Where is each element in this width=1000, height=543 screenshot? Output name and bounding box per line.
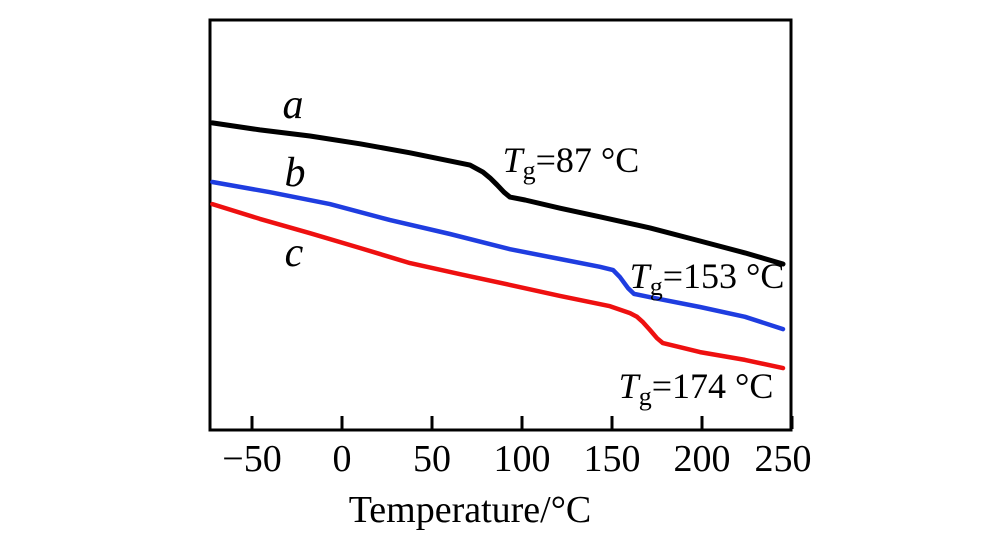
- x-tick-label-200: 200: [674, 438, 731, 480]
- tg-subscript-c: g: [639, 382, 652, 411]
- x-axis-tick-labels: −50 0 50 100 150 200 250: [222, 438, 811, 480]
- tg-subscript-a: g: [523, 156, 536, 185]
- curves: [209, 120, 786, 371]
- tg-value-a: =87 °C: [536, 140, 640, 180]
- x-tick-label-250: 250: [755, 438, 812, 480]
- x-tick-label-50: 50: [413, 438, 451, 480]
- x-axis-title: Temperature/°C: [349, 489, 592, 531]
- tg-symbol-c: T: [619, 366, 642, 406]
- tg-symbol-a: T: [503, 140, 526, 180]
- curve-label-a: a: [283, 82, 304, 128]
- tg-annotation-b: Tg=153 °C: [630, 256, 785, 301]
- tg-subscript-b: g: [650, 272, 663, 301]
- curve-c: [210, 201, 786, 371]
- tg-value-c: =174 °C: [652, 366, 774, 406]
- tg-annotation-c: Tg=174 °C: [619, 366, 774, 411]
- x-tick-label-150: 150: [584, 438, 641, 480]
- tg-value-b: =153 °C: [663, 256, 785, 296]
- plot-border: [208, 18, 793, 432]
- curve-label-c: c: [285, 230, 304, 276]
- tg-annotation-a: Tg=87 °C: [503, 140, 640, 185]
- x-tick-label-100: 100: [494, 438, 551, 480]
- x-tick-label--50: −50: [222, 438, 281, 480]
- tg-symbol-b: T: [630, 256, 653, 296]
- x-tick-label-0: 0: [333, 438, 352, 480]
- curve-label-b: b: [285, 150, 306, 196]
- curve-b: [210, 179, 786, 332]
- curve-a: [209, 120, 786, 267]
- x-axis-ticks: [250, 416, 794, 429]
